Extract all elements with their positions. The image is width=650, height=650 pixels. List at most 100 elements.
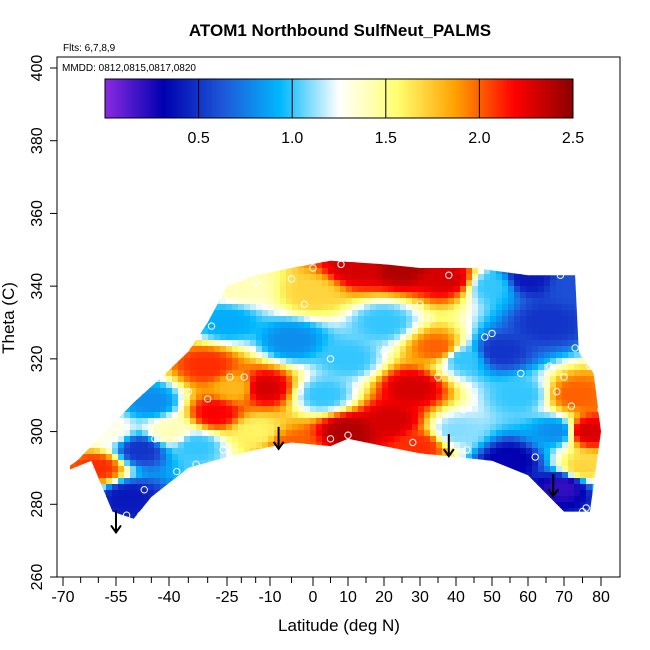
heatmap-cell <box>526 260 533 263</box>
heatmap-cell <box>490 406 497 413</box>
heatmap-cell <box>298 382 305 389</box>
heatmap-cell <box>76 274 83 281</box>
heatmap-cell <box>418 460 425 467</box>
heatmap-cell <box>520 454 527 461</box>
heatmap-cell <box>130 310 137 317</box>
heatmap-cell <box>598 478 601 485</box>
heatmap-cell <box>586 454 593 461</box>
heatmap-cell <box>166 376 173 383</box>
heatmap-cell <box>478 340 485 347</box>
heatmap-cell <box>334 334 341 341</box>
heatmap-cell <box>334 454 341 461</box>
heatmap-cell <box>382 358 389 365</box>
heatmap-cell <box>430 508 437 515</box>
heatmap-cell <box>352 310 359 317</box>
heatmap-cell <box>298 340 305 347</box>
heatmap-cell <box>250 280 257 287</box>
heatmap-cell <box>430 346 437 353</box>
heatmap-cell <box>388 370 395 377</box>
heatmap-cell <box>568 454 575 461</box>
heatmap-cell <box>562 382 569 389</box>
heatmap-cell <box>568 448 575 455</box>
heatmap-cell <box>304 436 311 443</box>
heatmap-cell <box>328 496 335 503</box>
heatmap-cell <box>532 466 539 473</box>
heatmap-cell <box>322 502 329 509</box>
heatmap-cell <box>508 448 515 455</box>
heatmap-cell <box>328 280 335 287</box>
heatmap-cell <box>220 352 227 359</box>
heatmap-cell <box>328 250 335 257</box>
heatmap-cell <box>202 274 209 281</box>
heatmap-cell <box>454 382 461 389</box>
heatmap-cell <box>436 484 443 491</box>
heatmap-cell <box>388 406 395 413</box>
heatmap-cell <box>328 388 335 395</box>
heatmap-cell <box>334 520 341 527</box>
heatmap-cell <box>70 520 77 527</box>
heatmap-cell <box>490 298 497 305</box>
heatmap-cell <box>322 454 329 461</box>
heatmap-cell <box>496 478 503 485</box>
heatmap-cell <box>448 328 455 335</box>
heatmap-cell <box>82 436 89 443</box>
heatmap-cell <box>82 274 89 281</box>
x-tick-label: -40 <box>157 589 180 606</box>
heatmap-cell <box>340 328 347 335</box>
heatmap-cell <box>514 298 521 305</box>
heatmap-cell <box>202 346 209 353</box>
heatmap-cell <box>550 424 557 431</box>
heatmap-cell <box>178 502 185 509</box>
heatmap-cell <box>538 260 545 263</box>
heatmap-cell <box>400 316 407 323</box>
sample-point <box>545 362 554 370</box>
heatmap-cell <box>550 340 557 347</box>
heatmap-cell <box>130 430 137 437</box>
heatmap-cell <box>172 274 179 281</box>
heatmap-cell <box>106 514 113 519</box>
heatmap-cell <box>178 280 185 287</box>
heatmap-cell <box>388 496 395 503</box>
heatmap-cell <box>238 340 245 347</box>
heatmap-cell <box>184 418 191 425</box>
heatmap-cell <box>388 328 395 335</box>
heatmap-cell <box>172 442 179 449</box>
heatmap-cell <box>478 352 485 359</box>
heatmap-cell <box>484 274 491 281</box>
heatmap-cell <box>520 340 527 347</box>
heatmap-cell <box>106 364 113 371</box>
heatmap-cell <box>304 346 311 353</box>
heatmap-cell <box>118 412 125 419</box>
heatmap-cell <box>448 298 455 305</box>
heatmap-cell <box>334 400 341 407</box>
x-tick-label: 0 <box>309 589 318 606</box>
heatmap-cell <box>514 478 521 485</box>
heatmap-cell <box>568 346 575 353</box>
heatmap-cell <box>70 268 77 275</box>
heatmap-cell <box>178 388 185 395</box>
heatmap-cell <box>220 370 227 377</box>
heatmap-cell <box>76 472 83 479</box>
heatmap-cell <box>334 340 341 347</box>
heatmap-cell <box>286 322 293 329</box>
heatmap-cell <box>316 286 323 293</box>
heatmap-cell <box>370 460 377 467</box>
heatmap-cell <box>214 352 221 359</box>
heatmap-cell <box>130 268 137 275</box>
heatmap-cell <box>592 394 599 401</box>
heatmap-cell <box>130 358 137 365</box>
heatmap-cell <box>532 472 539 479</box>
heatmap-cell <box>532 412 539 419</box>
heatmap-cell <box>268 292 275 299</box>
heatmap-cell <box>118 376 125 383</box>
heatmap-cell <box>148 370 155 377</box>
heatmap-cell <box>94 418 101 425</box>
heatmap-cell <box>244 370 251 377</box>
heatmap-cell <box>478 460 485 467</box>
heatmap-cell <box>304 478 311 485</box>
heatmap-cell <box>574 430 581 437</box>
heatmap-cell <box>448 280 455 287</box>
heatmap-cell <box>280 496 287 503</box>
heatmap-cell <box>76 346 83 353</box>
heatmap-cell <box>160 472 167 479</box>
